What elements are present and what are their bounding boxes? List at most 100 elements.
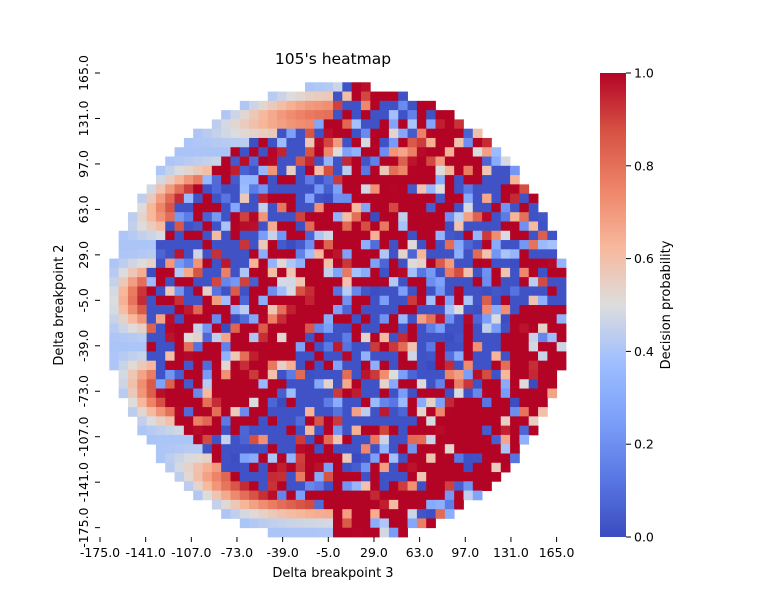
heatmap-cell: [193, 416, 203, 427]
heatmap-cell: [379, 91, 390, 102]
heatmap-cell: [305, 305, 315, 315]
heatmap-cell: [211, 416, 222, 427]
heatmap-cell: [230, 202, 241, 213]
heatmap-cell: [342, 277, 353, 287]
heatmap-cell: [491, 444, 502, 454]
heatmap-cell: [500, 295, 511, 306]
heatmap-cell: [267, 184, 278, 195]
heatmap-cell: [202, 305, 213, 315]
heatmap-cell: [370, 472, 380, 482]
heatmap-cell: [426, 425, 436, 436]
heatmap-cell: [221, 509, 231, 519]
heatmap-cell: [472, 221, 483, 232]
heatmap-cell: [230, 156, 241, 167]
heatmap-cell: [379, 518, 390, 529]
heatmap-cell: [211, 249, 222, 259]
heatmap-cell: [221, 323, 231, 334]
heatmap-cell: [193, 258, 203, 269]
heatmap-cell: [165, 230, 175, 241]
heatmap-cell: [155, 193, 166, 204]
heatmap-cell: [351, 416, 362, 427]
heatmap-cell: [118, 230, 129, 241]
heatmap-cell: [118, 388, 129, 399]
heatmap-cell: [183, 258, 194, 269]
heatmap-cell: [463, 314, 474, 324]
heatmap-cell: [538, 249, 548, 259]
heatmap-cell: [155, 332, 166, 343]
heatmap-cell: [193, 175, 203, 185]
heatmap-cell: [239, 509, 250, 519]
heatmap-cell: [333, 286, 343, 297]
heatmap-cell: [239, 184, 250, 195]
heatmap-cell: [491, 184, 502, 195]
heatmap-cell: [137, 342, 147, 352]
heatmap-cell: [398, 351, 408, 362]
heatmap-cell: [193, 490, 203, 501]
colorbar-tick-label: 0.2: [634, 437, 654, 452]
heatmap-cell: [379, 472, 390, 482]
heatmap-cell: [426, 379, 436, 389]
heatmap-cell: [202, 342, 213, 352]
heatmap-cell: [211, 360, 222, 371]
heatmap-cell: [314, 286, 325, 297]
heatmap-cell: [333, 221, 343, 232]
heatmap-cell: [360, 137, 371, 148]
heatmap-cell: [342, 240, 353, 250]
heatmap-cell: [277, 481, 287, 491]
heatmap-cell: [379, 165, 390, 176]
heatmap-cell: [472, 230, 483, 241]
heatmap-cell: [398, 379, 408, 389]
heatmap-cell: [314, 305, 325, 315]
heatmap-cell: [295, 295, 306, 306]
heatmap-cell: [407, 360, 418, 371]
heatmap-cell: [351, 184, 362, 195]
heatmap-cell: [454, 462, 464, 473]
heatmap-cell: [193, 379, 203, 389]
heatmap-cell: [202, 267, 213, 278]
heatmap-cell: [435, 267, 446, 278]
heatmap-cell: [454, 240, 464, 250]
heatmap-cell: [444, 193, 455, 204]
heatmap-cell: [277, 342, 287, 352]
heatmap-cell: [379, 286, 390, 297]
x-tick-label: -175.0: [80, 545, 120, 560]
heatmap-cell: [500, 175, 511, 185]
heatmap-cell: [314, 453, 325, 464]
heatmap-cell: [174, 472, 185, 482]
heatmap-cell: [472, 323, 483, 334]
heatmap-cell: [538, 212, 548, 222]
heatmap-cell: [305, 193, 315, 204]
heatmap-cell: [258, 212, 269, 222]
heatmap-cell: [193, 212, 203, 222]
heatmap-cell: [426, 286, 436, 297]
heatmap-cell: [174, 156, 185, 167]
colorbar-axis: 0.00.20.40.60.81.0: [626, 66, 654, 545]
heatmap-cell: [323, 286, 334, 297]
heatmap-cell: [416, 444, 427, 454]
heatmap-cell: [258, 156, 269, 167]
heatmap-cell: [239, 518, 250, 529]
heatmap-cell: [398, 100, 408, 111]
heatmap-cell: [398, 305, 408, 315]
heatmap-cell: [249, 221, 259, 232]
heatmap-cell: [286, 332, 297, 343]
heatmap-cell: [398, 425, 408, 436]
heatmap-cell: [165, 342, 175, 352]
heatmap-cell: [267, 527, 278, 538]
heatmap-cell: [426, 397, 436, 408]
heatmap-cell: [239, 499, 250, 510]
heatmap-cell: [183, 193, 194, 204]
heatmap-cell: [230, 407, 241, 417]
heatmap-cell: [444, 286, 455, 297]
heatmap-cell: [379, 444, 390, 454]
heatmap-cell: [118, 267, 129, 278]
heatmap-cell: [137, 407, 147, 417]
heatmap-cell: [193, 332, 203, 343]
heatmap-cell: [239, 137, 250, 148]
heatmap-cell: [267, 509, 278, 519]
heatmap-cell: [174, 267, 185, 278]
heatmap-cell: [239, 249, 250, 259]
heatmap-cell: [510, 342, 520, 352]
heatmap-cell: [342, 351, 353, 362]
heatmap-cell: [314, 379, 325, 389]
